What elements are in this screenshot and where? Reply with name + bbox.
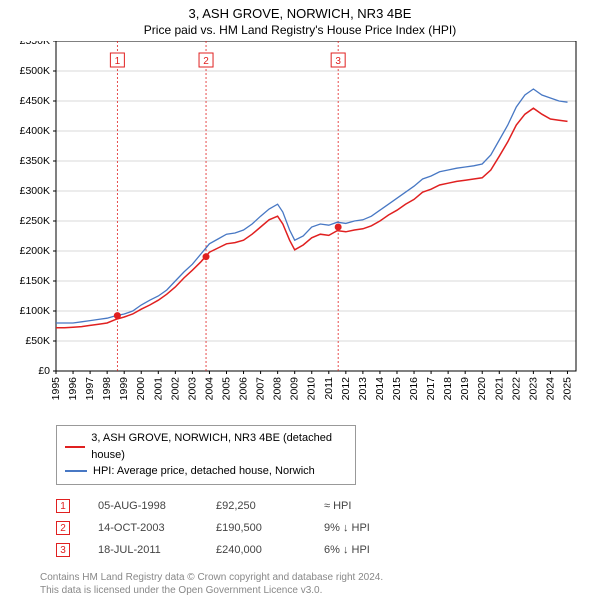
legend-swatch xyxy=(65,446,85,448)
svg-text:£50K: £50K xyxy=(25,335,50,347)
sale-price: £92,250 xyxy=(216,500,296,512)
footer-line-1: Contains HM Land Registry data © Crown c… xyxy=(40,571,600,585)
svg-text:2010: 2010 xyxy=(306,377,318,401)
sale-row: 3 18-JUL-2011 £240,000 6% ↓ HPI xyxy=(56,539,600,561)
svg-text:1996: 1996 xyxy=(67,377,79,401)
sale-date: 05-AUG-1998 xyxy=(98,500,188,512)
legend-item: 3, ASH GROVE, NORWICH, NR3 4BE (detached… xyxy=(65,430,347,463)
svg-text:1995: 1995 xyxy=(50,377,62,401)
svg-text:2022: 2022 xyxy=(510,377,522,401)
svg-text:2012: 2012 xyxy=(340,377,352,401)
legend-label: HPI: Average price, detached house, Norw… xyxy=(93,463,315,480)
svg-text:2003: 2003 xyxy=(186,377,198,401)
sale-marker-box: 1 xyxy=(56,499,70,513)
svg-text:3: 3 xyxy=(335,56,341,67)
svg-text:£400K: £400K xyxy=(20,125,50,137)
sale-marker-box: 3 xyxy=(56,543,70,557)
svg-text:2017: 2017 xyxy=(425,377,437,401)
svg-text:2000: 2000 xyxy=(135,377,147,401)
svg-text:2002: 2002 xyxy=(169,377,181,401)
svg-text:2009: 2009 xyxy=(289,377,301,401)
footer-line-2: This data is licensed under the Open Gov… xyxy=(40,584,600,598)
svg-text:£200K: £200K xyxy=(20,245,50,257)
svg-text:1999: 1999 xyxy=(118,377,130,401)
chart-area: £0 £50K £100K £150K £200K £250K £300K £350K £400… xyxy=(0,41,600,419)
svg-text:2014: 2014 xyxy=(374,377,386,401)
svg-text:2023: 2023 xyxy=(527,377,539,401)
legend-label: 3, ASH GROVE, NORWICH, NR3 4BE (detached… xyxy=(91,430,347,463)
sale-delta: 9% ↓ HPI xyxy=(324,522,414,534)
footer-attribution: Contains HM Land Registry data © Crown c… xyxy=(40,571,600,598)
svg-text:2024: 2024 xyxy=(544,377,556,401)
svg-text:2004: 2004 xyxy=(203,377,215,401)
svg-text:£350K: £350K xyxy=(20,155,50,167)
svg-text:1: 1 xyxy=(115,56,121,67)
svg-text:2001: 2001 xyxy=(152,377,164,401)
svg-text:£500K: £500K xyxy=(20,65,50,77)
svg-text:2016: 2016 xyxy=(408,377,420,401)
svg-text:2008: 2008 xyxy=(272,377,284,401)
sale-price: £190,500 xyxy=(216,522,296,534)
chart-container: { "title": "3, ASH GROVE, NORWICH, NR3 4… xyxy=(0,0,600,590)
svg-text:2015: 2015 xyxy=(391,377,403,401)
svg-text:2013: 2013 xyxy=(357,377,369,401)
svg-text:2005: 2005 xyxy=(220,377,232,401)
sale-price: £240,000 xyxy=(216,544,296,556)
sales-table: 1 05-AUG-1998 £92,250 ≈ HPI 2 14-OCT-200… xyxy=(56,495,600,561)
svg-text:£150K: £150K xyxy=(20,275,50,287)
svg-text:1998: 1998 xyxy=(101,377,113,401)
chart-title: 3, ASH GROVE, NORWICH, NR3 4BE xyxy=(0,0,600,21)
legend-swatch xyxy=(65,470,87,472)
svg-text:2025: 2025 xyxy=(561,377,573,401)
sale-delta: 6% ↓ HPI xyxy=(324,544,414,556)
svg-text:2020: 2020 xyxy=(476,377,488,401)
svg-text:£450K: £450K xyxy=(20,95,50,107)
svg-text:£550K: £550K xyxy=(20,41,50,47)
svg-text:£0: £0 xyxy=(38,365,50,377)
svg-text:1997: 1997 xyxy=(84,377,96,401)
svg-text:2007: 2007 xyxy=(255,377,267,401)
svg-text:£250K: £250K xyxy=(20,215,50,227)
legend-item: HPI: Average price, detached house, Norw… xyxy=(65,463,347,480)
svg-text:2: 2 xyxy=(203,56,209,67)
chart-subtitle: Price paid vs. HM Land Registry's House … xyxy=(0,21,600,41)
sale-date: 14-OCT-2003 xyxy=(98,522,188,534)
svg-text:2006: 2006 xyxy=(238,377,250,401)
svg-text:2019: 2019 xyxy=(459,377,471,401)
sale-row: 1 05-AUG-1998 £92,250 ≈ HPI xyxy=(56,495,600,517)
svg-text:£100K: £100K xyxy=(20,305,50,317)
svg-text:2021: 2021 xyxy=(493,377,505,401)
line-chart-svg: £0 £50K £100K £150K £200K £250K £300K £350K £400… xyxy=(0,41,600,419)
sale-row: 2 14-OCT-2003 £190,500 9% ↓ HPI xyxy=(56,517,600,539)
sale-date: 18-JUL-2011 xyxy=(98,544,188,556)
svg-text:£300K: £300K xyxy=(20,185,50,197)
svg-text:2018: 2018 xyxy=(442,377,454,401)
svg-text:2011: 2011 xyxy=(323,377,335,400)
sale-marker-box: 2 xyxy=(56,521,70,535)
sale-delta: ≈ HPI xyxy=(324,500,414,512)
legend: 3, ASH GROVE, NORWICH, NR3 4BE (detached… xyxy=(56,425,356,485)
